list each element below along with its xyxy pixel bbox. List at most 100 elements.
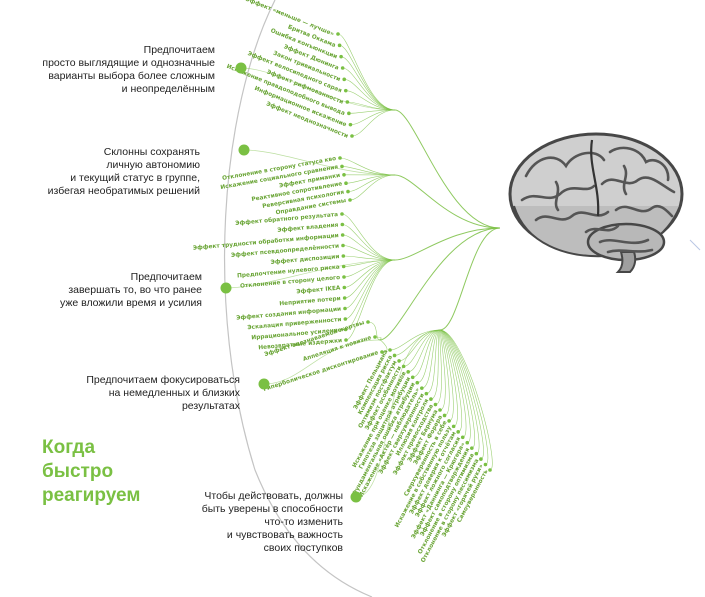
bias-dot (433, 402, 438, 407)
bias-dot (346, 189, 350, 194)
category-dot (235, 62, 247, 74)
bias-dot (343, 306, 347, 311)
bias-dot (341, 264, 346, 269)
bias-dot (344, 338, 348, 342)
category-line: избегая необратимых решений (47, 185, 200, 197)
bias-branch (344, 79, 396, 111)
bias-branch (344, 259, 396, 309)
category-dot (258, 378, 270, 390)
bias-branch (408, 329, 441, 373)
bias-branch (349, 174, 396, 201)
bias-dot (442, 413, 447, 418)
bias-dot (343, 317, 348, 321)
title-line: Когда (42, 437, 96, 458)
bias-branch (439, 329, 489, 465)
bias-branch (374, 336, 382, 341)
bias-branch (430, 329, 441, 400)
bias-dot (474, 451, 479, 456)
bias-dot (340, 233, 345, 237)
brain-icon (508, 132, 684, 273)
bias-branch (439, 329, 471, 444)
bias-branch (421, 329, 441, 389)
category-dots (220, 62, 362, 503)
bias-dot (420, 386, 424, 390)
category-autonomy: Склонны сохранять личную автономию и тек… (48, 146, 200, 198)
bias-dot (348, 198, 352, 202)
bias-dot (470, 446, 474, 450)
bias-branch (439, 329, 493, 471)
branch-trunk (379, 227, 501, 341)
category-immediate: Предпочитаем фокусироваться на немедленн… (86, 374, 240, 413)
category-completion: Предпочитаем завершать то, во что ранее … (60, 271, 202, 310)
bias-dot (415, 380, 420, 385)
branch-trunk (394, 109, 501, 229)
bias-branch (339, 157, 396, 176)
category-line: Предпочитаем фокусироваться (86, 374, 240, 386)
category-line: варианты выбора более сложным (48, 70, 215, 82)
category-line: Чтобы действовать, должны (204, 490, 343, 502)
bias-dot (340, 66, 345, 70)
bias-dot (344, 181, 348, 185)
bias-branch (439, 329, 467, 438)
bias-branch (350, 109, 396, 125)
bias-dot (342, 173, 346, 177)
bias-dot (465, 440, 470, 445)
bias-branch (417, 329, 441, 384)
category-dot (238, 144, 250, 156)
decor-line (689, 239, 701, 251)
category-line: личную автономию (106, 159, 200, 171)
category-line: своих поступков (263, 542, 343, 554)
bias-dot (343, 327, 348, 332)
bias-branch (342, 224, 396, 261)
bias-dot (447, 419, 451, 423)
bias-branch (339, 45, 396, 111)
bias-branch (345, 90, 396, 111)
branch-connector (355, 329, 441, 498)
bias-branch (439, 329, 446, 411)
branch-connector (225, 259, 396, 289)
bias-dot (429, 397, 433, 401)
bias-dot (340, 222, 345, 227)
bias-dot (380, 350, 384, 354)
bias-label: Эффект IKEA (296, 284, 341, 295)
bias-branch (345, 259, 396, 341)
bias-labels: Эффект «меньше — лучше»Бритва ОккамаОшиб… (193, 0, 492, 564)
bias-branch (345, 259, 396, 320)
bias-branch (439, 329, 476, 449)
bias-dot (342, 296, 347, 300)
bias-dot (456, 430, 460, 434)
category-confidence: Чтобы действовать, должны быть уверены в… (202, 490, 343, 555)
bias-label: Эффект «меньше — лучше» (245, 0, 336, 38)
category-dot (220, 282, 232, 294)
category-line: результатах (181, 400, 240, 412)
bias-branch (347, 101, 396, 111)
branch-connector (240, 67, 396, 111)
bias-dot (397, 359, 401, 363)
category-dot (350, 491, 362, 503)
bias-branch (341, 213, 396, 261)
category-line: и текущий статус в группе, (70, 172, 200, 184)
bias-branch (439, 329, 462, 433)
bias-branch (379, 339, 388, 353)
bias-dot (388, 348, 392, 352)
category-line: Склонны сохранять (103, 146, 200, 158)
branch-trunk (439, 227, 501, 331)
category-line: завершать то, во что ранее (68, 284, 202, 296)
main-title: Когда быстро реагируем (42, 436, 140, 508)
bias-branch (439, 329, 450, 416)
bias-branch (351, 109, 396, 137)
bias-dot (479, 457, 483, 461)
bias-dot (460, 435, 465, 440)
category-line: Предпочитаем (143, 44, 215, 56)
bias-dot (410, 375, 415, 380)
bias-branch (342, 67, 396, 111)
bias-dot (342, 77, 347, 82)
bias-dot (451, 424, 456, 429)
bias-dot (366, 320, 370, 324)
bias-branch (337, 33, 396, 111)
bias-dot (350, 134, 354, 138)
bias-branch (342, 234, 396, 261)
bias-dot (373, 335, 377, 339)
title-line: быстро (42, 461, 114, 482)
category-line: уже вложили время и усилия (59, 297, 202, 309)
